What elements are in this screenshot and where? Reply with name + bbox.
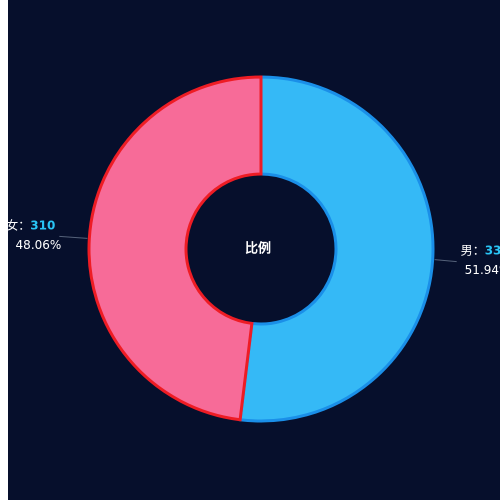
label-separator: ：	[18, 218, 30, 232]
value-label: 310	[30, 218, 55, 232]
slice-label: 女：310	[8, 217, 55, 232]
value-label: 335	[485, 243, 500, 257]
category-name: 女	[8, 217, 18, 232]
slice-label: 男：335	[461, 243, 500, 257]
leader-line	[59, 235, 88, 239]
label-separator: ：	[473, 243, 485, 257]
percent-label: 48.06%	[16, 238, 62, 252]
slice	[87, 75, 263, 422]
slice	[238, 75, 435, 423]
percent-label: 51.94%	[465, 263, 500, 277]
category-name: 男	[461, 243, 473, 257]
leader-line	[434, 259, 457, 263]
chart-title: 比例	[245, 241, 271, 257]
